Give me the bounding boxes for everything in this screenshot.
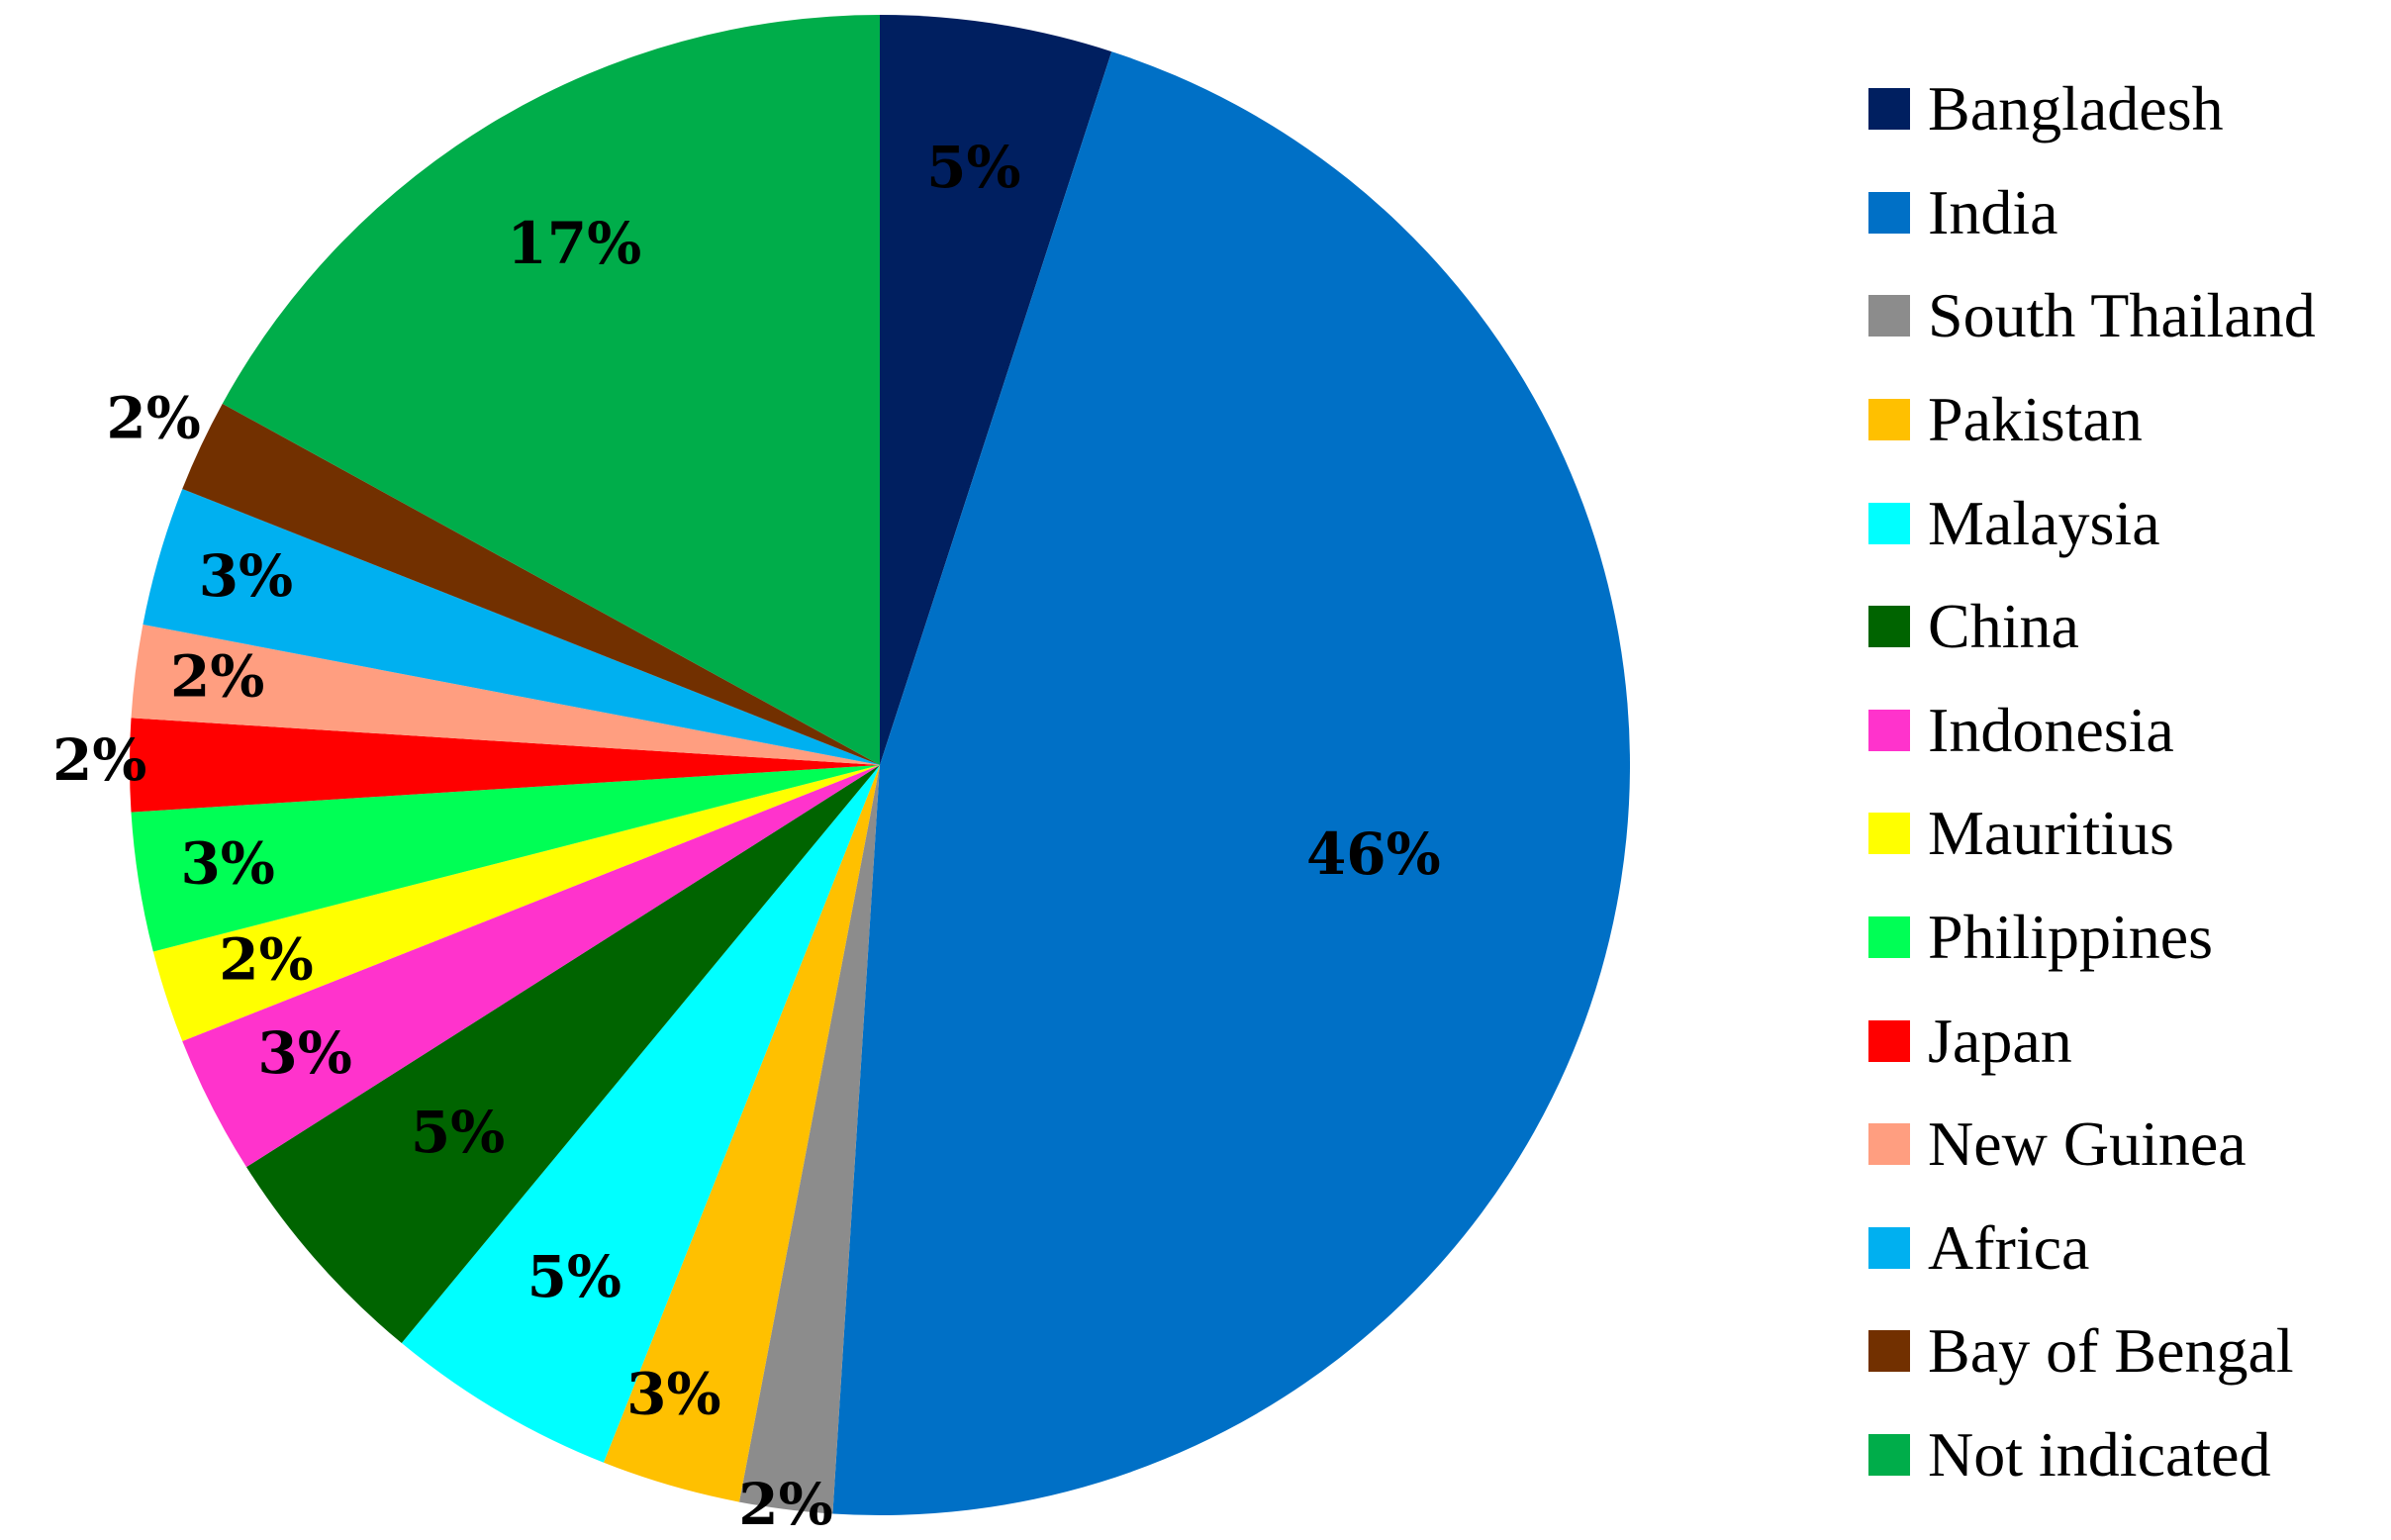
legend-label: Indonesia (1928, 694, 2174, 765)
legend-label: Mauritius (1928, 798, 2174, 869)
legend-label: Bay of Bengal (1928, 1315, 2294, 1387)
legend-item-bangladesh: Bangladesh (1868, 57, 2383, 161)
pie-slice-indonesia (182, 765, 880, 1168)
pie-slice-bay-of-bengal (182, 403, 880, 765)
legend-swatch (1868, 1330, 1910, 1373)
legend-swatch (1868, 1019, 1910, 1062)
legend-label: Not indicated (1928, 1419, 2271, 1491)
pie-value-labels: 5%46%2%3%5%5%3%2%3%2%2%3%2%17% (52, 134, 1441, 1538)
pie-slice-mauritius (152, 765, 880, 1042)
value-label-malaysia: 5% (527, 1243, 622, 1310)
legend-swatch (1868, 399, 1910, 441)
legend-label: Pakistan (1928, 384, 2143, 455)
pie-slice-not-indicated (222, 15, 881, 765)
legend-item-not-indicated: Not indicated (1868, 1403, 2383, 1507)
legend-label: China (1928, 591, 2079, 662)
pie-plot-area: 5%46%2%3%5%5%3%2%3%2%2%3%2%17% (52, 15, 1631, 1538)
legend-swatch (1868, 191, 1910, 234)
value-label-bangladesh: 5% (926, 134, 1020, 201)
legend-swatch (1868, 88, 1910, 131)
value-label-new-guinea: 2% (170, 642, 264, 710)
value-label-not-indicated: 17% (507, 210, 641, 277)
legend-label: India (1928, 176, 2058, 247)
legend-swatch (1868, 606, 1910, 648)
legend-item-bay-of-bengal: Bay of Bengal (1868, 1299, 2383, 1403)
value-label-pakistan: 3% (626, 1361, 720, 1428)
legend-swatch (1868, 295, 1910, 337)
legend-swatch (1868, 916, 1910, 959)
legend-item-africa: Africa (1868, 1197, 2383, 1300)
pie-slice-new-guinea (131, 624, 881, 765)
pie-slice-malaysia (401, 765, 880, 1463)
value-label-india: 46% (1306, 820, 1441, 888)
pie-slice-bangladesh (880, 15, 1112, 765)
legend-item-south-thailand: South Thailand (1868, 264, 2383, 368)
value-label-japan: 2% (52, 726, 146, 794)
legend-item-japan: Japan (1868, 989, 2383, 1093)
legend-item-indonesia: Indonesia (1868, 679, 2383, 783)
legend-item-pakistan: Pakistan (1868, 368, 2383, 472)
value-label-china: 5% (411, 1099, 505, 1166)
legend-item-malaysia: Malaysia (1868, 471, 2383, 575)
legend-label: Philippines (1928, 902, 2214, 973)
legend-label: Africa (1928, 1211, 2090, 1283)
legend-swatch (1868, 1434, 1910, 1477)
legend-label: Malaysia (1928, 487, 2160, 558)
value-label-indonesia: 3% (257, 1019, 351, 1087)
value-label-bay-of-bengal: 2% (106, 385, 200, 452)
value-label-africa: 3% (199, 542, 293, 610)
pie-slice-india (832, 51, 1631, 1516)
pie-slice-south-thailand (738, 765, 880, 1514)
pie-slice-pakistan (603, 765, 880, 1502)
legend-swatch (1868, 709, 1910, 751)
legend-label: New Guinea (1928, 1108, 2247, 1180)
legend-label: Japan (1928, 1005, 2072, 1076)
pie-slice-china (245, 765, 880, 1344)
legend-swatch (1868, 1226, 1910, 1269)
legend-swatch (1868, 1123, 1910, 1166)
chart-legend: Bangladesh India South Thailand Pakistan Mal… (1868, 57, 2383, 1506)
pie-slice-japan (130, 718, 881, 813)
legend-item-india: India (1868, 161, 2383, 265)
legend-label: Bangladesh (1928, 73, 2224, 144)
legend-swatch (1868, 813, 1910, 855)
value-label-mauritius: 2% (219, 925, 313, 993)
legend-swatch (1868, 502, 1910, 544)
legend-item-china: China (1868, 575, 2383, 679)
legend-label: South Thailand (1928, 280, 2316, 351)
value-label-south-thailand: 2% (738, 1471, 832, 1538)
pie-slice-philippines (131, 765, 881, 952)
legend-item-philippines: Philippines (1868, 886, 2383, 990)
pie-slice-africa (143, 488, 880, 765)
pie-slices (130, 15, 1631, 1516)
value-label-philippines: 3% (180, 829, 274, 897)
legend-item-new-guinea: New Guinea (1868, 1093, 2383, 1197)
legend-item-mauritius: Mauritius (1868, 782, 2383, 886)
